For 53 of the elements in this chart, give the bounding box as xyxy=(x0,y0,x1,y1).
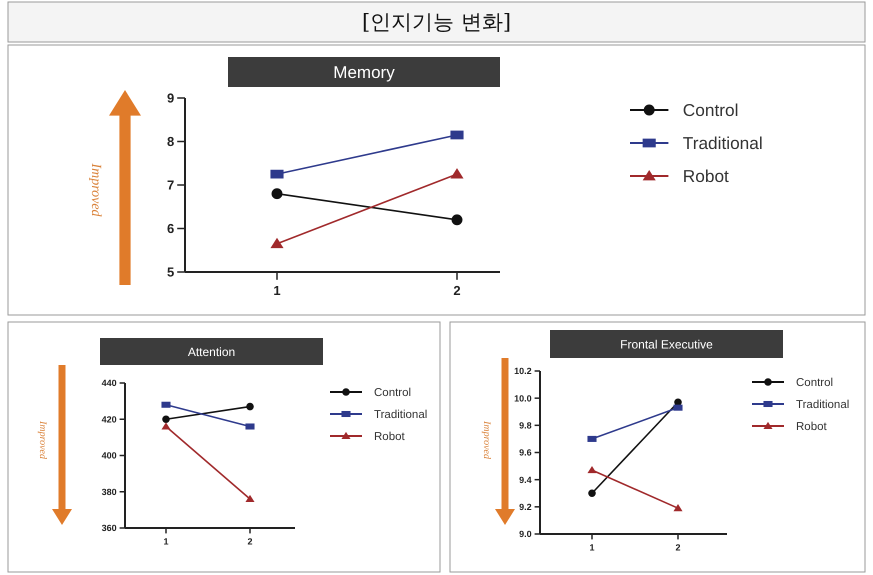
y-tick-label: 9.2 xyxy=(519,502,532,512)
y-tick-label: 440 xyxy=(102,378,117,388)
x-tick-label: 2 xyxy=(453,282,461,298)
y-tick-label: 10.0 xyxy=(514,393,532,404)
legend-item: Traditional xyxy=(630,133,763,153)
legend-item: Robot xyxy=(630,166,729,186)
legend-item: Traditional xyxy=(330,409,428,421)
y-tick-label: 9.6 xyxy=(519,448,532,458)
chart-title: Frontal Executive xyxy=(620,337,714,352)
chart-title: Memory xyxy=(333,63,396,82)
point xyxy=(452,214,462,226)
legend-label: Robot xyxy=(682,166,730,186)
legend-item: Robot xyxy=(752,421,827,433)
y-tick-label: 9.0 xyxy=(519,529,532,540)
y-axis-title: Improved xyxy=(481,420,492,460)
y-tick-label: 9.8 xyxy=(519,420,532,430)
legend-label: Control xyxy=(796,377,834,389)
y-tick-label: 10.2 xyxy=(514,366,532,376)
chart-title: Attention xyxy=(188,344,236,359)
x-tick-label: 1 xyxy=(589,542,595,552)
y-tick-label: 6 xyxy=(166,221,174,236)
y-tick-label: 5 xyxy=(166,264,174,280)
legend-item: Control xyxy=(752,377,834,389)
legend-label: Robot xyxy=(796,421,828,433)
legend-label: Traditional xyxy=(682,133,763,153)
y-tick-label: 380 xyxy=(102,486,117,497)
point xyxy=(246,402,254,410)
y-tick-label: 8 xyxy=(166,134,174,150)
text: [인지기능 변화] xyxy=(362,10,512,34)
point xyxy=(162,415,170,424)
y-tick-label: 400 xyxy=(102,450,117,461)
y-axis-title: Improved xyxy=(37,420,48,460)
x-tick-label: 2 xyxy=(247,536,253,546)
legend-item: Robot xyxy=(330,431,405,443)
legend-item: Control xyxy=(630,100,738,120)
legend-item: Control xyxy=(330,387,412,399)
x-tick-label: 1 xyxy=(163,536,169,546)
y-tick-label: 7 xyxy=(166,178,174,193)
legend-label: Traditional xyxy=(796,399,850,411)
x-tick-label: 2 xyxy=(675,542,681,552)
y-tick-label: 9 xyxy=(166,90,174,106)
y-tick-label: 420 xyxy=(102,414,117,424)
legend-item: Traditional xyxy=(752,399,850,411)
legend-label: Traditional xyxy=(374,409,428,421)
legend-label: Robot xyxy=(374,431,406,443)
legend-label: Control xyxy=(682,100,738,120)
point xyxy=(272,188,282,200)
y-tick-label: 360 xyxy=(102,523,117,534)
y-tick-label: 9.4 xyxy=(519,474,532,485)
y-axis-title: Improved xyxy=(88,162,103,218)
point xyxy=(588,489,596,498)
x-tick-label: 1 xyxy=(273,282,281,298)
legend-label: Control xyxy=(374,387,412,399)
